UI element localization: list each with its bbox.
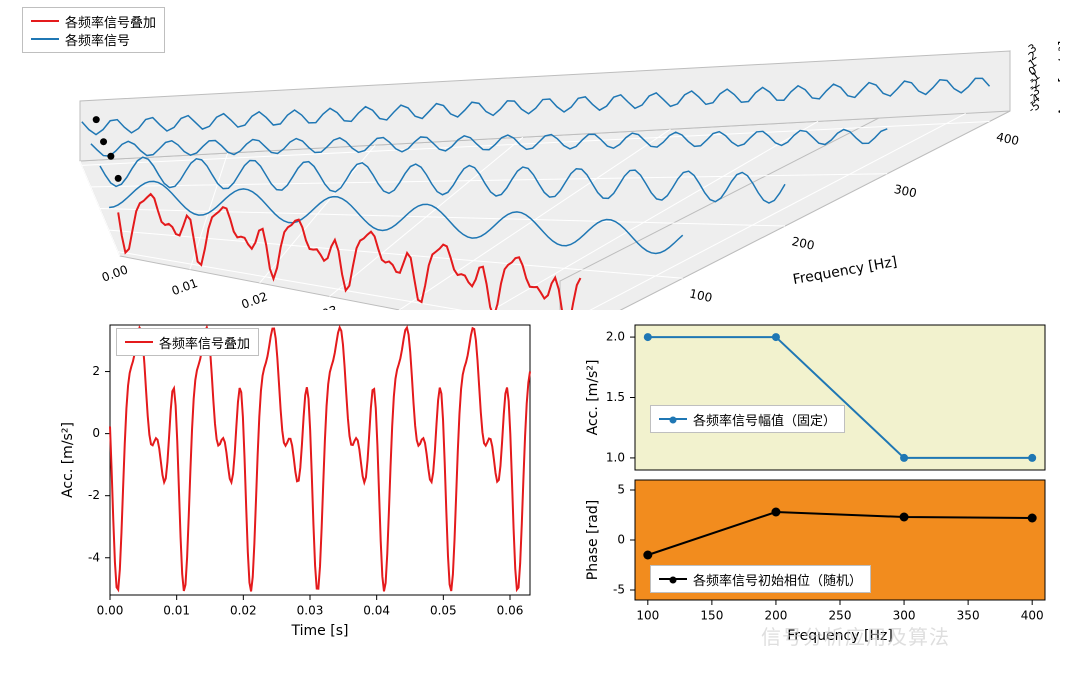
- legend-label-sum: 各频率信号叠加: [65, 12, 156, 31]
- legend-label-time: 各频率信号叠加: [159, 333, 250, 352]
- svg-text:350: 350: [957, 609, 980, 623]
- svg-text:0.00: 0.00: [100, 262, 130, 284]
- svg-text:-5: -5: [613, 583, 625, 597]
- watermark-text: 信号分析应用及算法: [761, 621, 950, 650]
- svg-text:0.06: 0.06: [497, 604, 524, 618]
- svg-text:0: 0: [617, 533, 625, 547]
- svg-text:-2: -2: [88, 488, 100, 502]
- legend-3d: 各频率信号叠加 各频率信号: [22, 7, 165, 53]
- plot-amplitude: 1.0 1.5 2.0 Acc. [m/s²] 各频率信号幅值（固定）: [570, 320, 1060, 475]
- svg-text:0.03: 0.03: [309, 303, 339, 310]
- svg-text:100: 100: [636, 609, 659, 623]
- legend-swatch-amp: [659, 418, 687, 420]
- legend-item-time: 各频率信号叠加: [125, 333, 250, 351]
- svg-text:150: 150: [700, 609, 723, 623]
- legend-label-component: 各频率信号: [65, 30, 130, 49]
- svg-text:Frequency [Hz]: Frequency [Hz]: [792, 254, 899, 288]
- legend-swatch-time: [125, 341, 153, 343]
- svg-text:0.03: 0.03: [297, 604, 324, 618]
- legend-swatch-sum: [31, 20, 59, 22]
- svg-text:0: 0: [92, 426, 100, 440]
- svg-text:400: 400: [1021, 609, 1044, 623]
- svg-text:100: 100: [688, 287, 713, 305]
- svg-text:0.05: 0.05: [430, 604, 457, 618]
- svg-text:Time [s]: Time [s]: [291, 623, 349, 639]
- svg-text:5: 5: [617, 483, 625, 497]
- svg-text:Acc. [m/s²]: Acc. [m/s²]: [60, 422, 76, 498]
- legend-time: 各频率信号叠加: [116, 328, 259, 356]
- svg-text:Phase [rad]: Phase [rad]: [585, 500, 601, 580]
- svg-text:0.00: 0.00: [97, 604, 124, 618]
- legend-item-amp: 各频率信号幅值（固定）: [659, 410, 836, 428]
- plot-3d-signal-decomposition: 0.000.010.020.030.040.050.06010020030040…: [20, 5, 1060, 310]
- svg-text:-4: -4: [88, 550, 100, 564]
- svg-text:2.0: 2.0: [606, 330, 625, 344]
- svg-text:Acc. [m/s²]: Acc. [m/s²]: [585, 360, 601, 436]
- svg-text:0.02: 0.02: [230, 604, 257, 618]
- legend-swatch-phase: [659, 578, 687, 580]
- svg-text:2: 2: [92, 364, 100, 378]
- plot-time-svg: 0.00 0.01 0.02 0.03 0.04 0.05 0.06 -4 -2 0 2 Time […: [60, 320, 540, 655]
- plot-time-signal: 0.00 0.01 0.02 0.03 0.04 0.05 0.06 -4 -2 0 2 Time […: [60, 320, 540, 655]
- svg-text:200: 200: [790, 234, 815, 252]
- legend-swatch-component: [31, 38, 59, 40]
- svg-text:0.01: 0.01: [163, 604, 190, 618]
- legend-item-phase: 各频率信号初始相位（随机）: [659, 570, 862, 588]
- legend-amp: 各频率信号幅值（固定）: [650, 405, 845, 433]
- plot-amp-svg: 1.0 1.5 2.0 Acc. [m/s²]: [570, 320, 1060, 475]
- legend-phase: 各频率信号初始相位（随机）: [650, 565, 871, 593]
- legend-item-sum: 各频率信号叠加: [31, 12, 156, 30]
- svg-text:400: 400: [995, 130, 1020, 148]
- legend-item-component: 各频率信号: [31, 30, 156, 48]
- legend-label-amp: 各频率信号幅值（固定）: [693, 410, 836, 429]
- svg-text:300: 300: [893, 182, 918, 200]
- svg-text:1.5: 1.5: [606, 390, 625, 404]
- plot-3d-svg: 0.000.010.020.030.040.050.06010020030040…: [20, 5, 1060, 310]
- svg-text:0.02: 0.02: [240, 289, 270, 310]
- svg-text:Acc. [m/s²]: Acc. [m/s²]: [1057, 41, 1060, 117]
- svg-text:1.0: 1.0: [606, 450, 625, 464]
- svg-text:0.01: 0.01: [170, 276, 200, 298]
- svg-text:0.04: 0.04: [363, 604, 390, 618]
- legend-label-phase: 各频率信号初始相位（随机）: [693, 570, 862, 589]
